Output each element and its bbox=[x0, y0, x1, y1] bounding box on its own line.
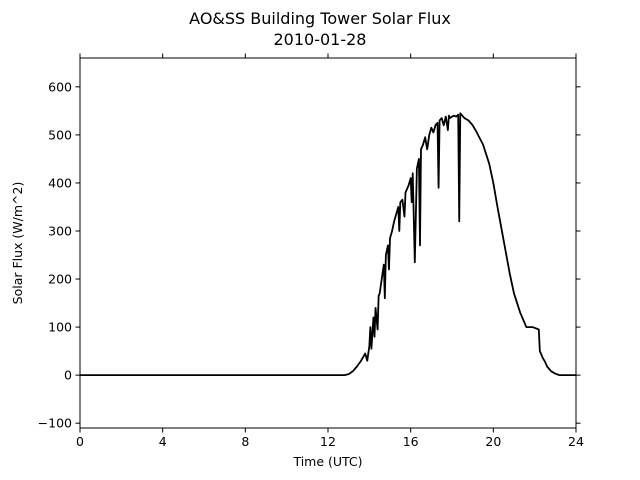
y-tick-label-2: 100 bbox=[48, 320, 72, 335]
chart-subtitle: 2010-01-28 bbox=[274, 30, 367, 49]
x-tick-label-6: 24 bbox=[568, 434, 584, 449]
x-tick-label-1: 4 bbox=[159, 434, 167, 449]
y-tick-label-5: 400 bbox=[48, 175, 72, 190]
chart-title: AO&SS Building Tower Solar Flux bbox=[189, 9, 451, 28]
y-tick-label-0: −100 bbox=[38, 416, 72, 431]
x-tick-label-4: 16 bbox=[403, 434, 419, 449]
y-tick-label-3: 200 bbox=[48, 272, 72, 287]
y-tick-label-4: 300 bbox=[48, 223, 72, 238]
x-tick-label-2: 8 bbox=[241, 434, 249, 449]
y-tick-label-1: 0 bbox=[64, 368, 72, 383]
x-axis-label: Time (UTC) bbox=[292, 454, 362, 469]
x-tick-label-3: 12 bbox=[320, 434, 336, 449]
y-tick-label-7: 600 bbox=[48, 79, 72, 94]
plot-area bbox=[79, 57, 577, 429]
x-axis: 0 4 8 12 16 20 24 bbox=[76, 53, 584, 449]
y-tick-label-6: 500 bbox=[48, 127, 72, 142]
solar-flux-line bbox=[80, 112, 576, 377]
x-tick-label-0: 0 bbox=[76, 434, 84, 449]
y-axis: −100 0 100 200 300 400 500 600 bbox=[38, 79, 581, 431]
y-axis-label: Solar Flux (W/m^2) bbox=[10, 182, 25, 305]
x-tick-label-5: 20 bbox=[485, 434, 501, 449]
